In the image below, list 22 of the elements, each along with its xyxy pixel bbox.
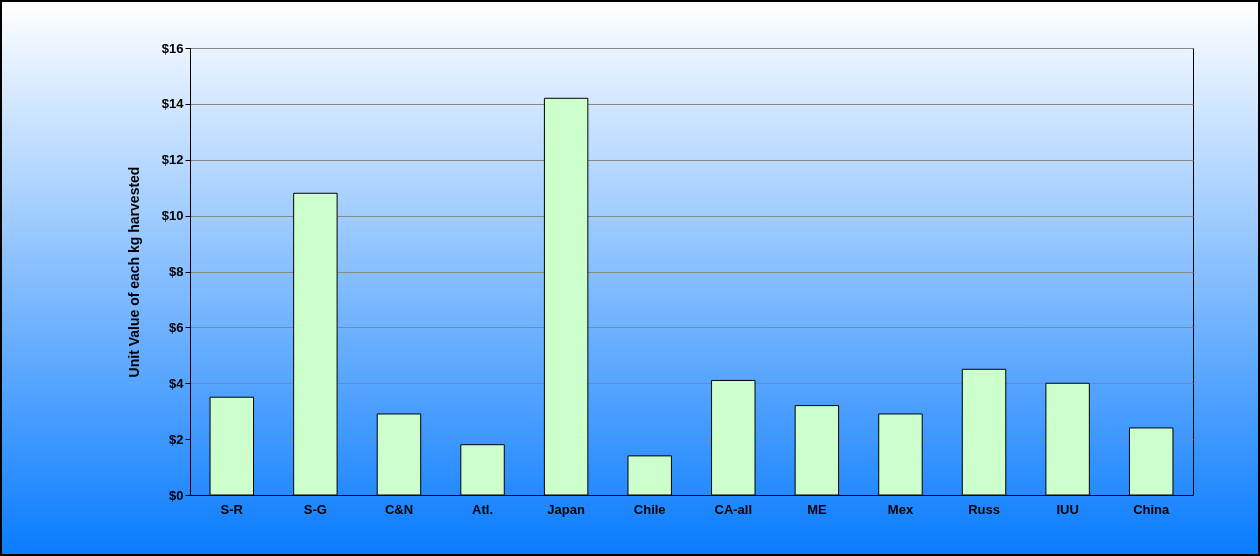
x-tick-label: Russ bbox=[968, 501, 1000, 517]
y-tick-label: $2 bbox=[169, 431, 184, 447]
x-tick-label: Japan bbox=[547, 501, 585, 517]
x-tick-label: Chile bbox=[633, 501, 666, 517]
y-tick-label: $6 bbox=[169, 319, 184, 335]
y-axis-title: Unit Value of each kg harvested bbox=[125, 166, 142, 378]
y-tick-label: $12 bbox=[161, 152, 184, 168]
y-tick-label: $8 bbox=[169, 264, 184, 279]
x-tick-label: China bbox=[1133, 501, 1171, 517]
x-tick-label: S-R bbox=[220, 501, 244, 517]
x-tick-label: Mex bbox=[887, 501, 914, 517]
y-tick-label: $0 bbox=[169, 487, 184, 503]
y-tick-label: $4 bbox=[169, 375, 185, 391]
y-tick-label: $14 bbox=[161, 96, 185, 112]
y-tick-label: $16 bbox=[161, 40, 184, 56]
x-tick-label: S-G bbox=[303, 501, 327, 517]
x-tick-label: ME bbox=[807, 501, 827, 517]
x-tick-label: C&N bbox=[384, 501, 414, 517]
y-tick-label: $10 bbox=[161, 208, 184, 224]
x-tick-label: IUU bbox=[1056, 501, 1079, 517]
x-tick-label: CA-all bbox=[714, 501, 753, 517]
x-tick-label: Atl. bbox=[472, 501, 494, 517]
